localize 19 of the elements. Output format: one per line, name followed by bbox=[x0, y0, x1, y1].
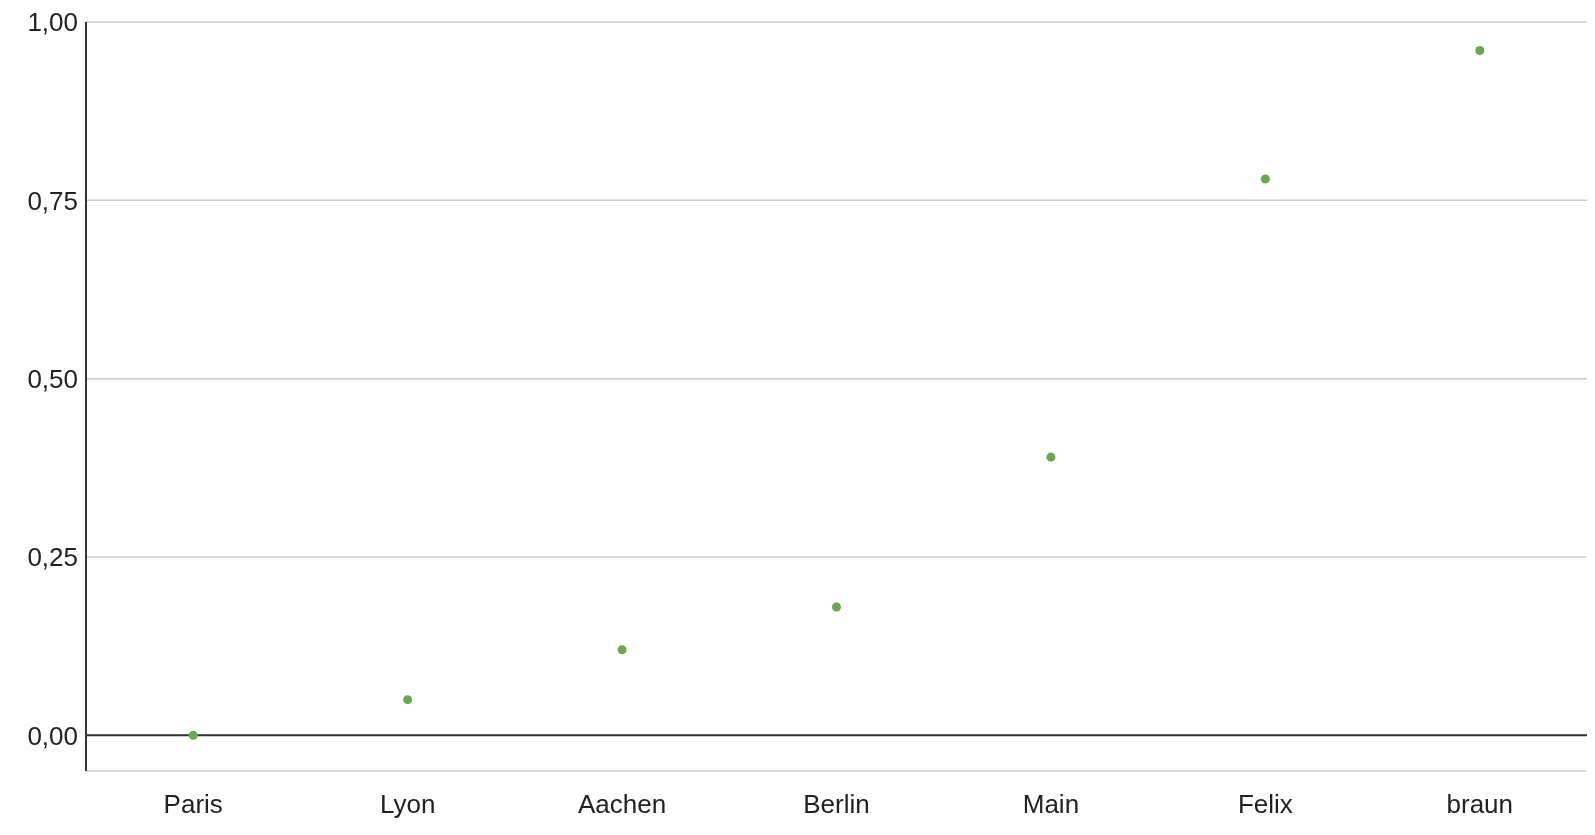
x-tick-label: Main bbox=[1022, 789, 1080, 820]
x-tick-label: Berlin bbox=[803, 789, 870, 820]
y-tick-label: 0,50 bbox=[27, 363, 78, 394]
point bbox=[403, 695, 413, 705]
x-tick-label: Felix bbox=[1237, 789, 1293, 820]
x-tick-label: Aachen bbox=[577, 789, 667, 820]
point bbox=[188, 730, 198, 740]
x-tick-label: Lyon bbox=[379, 789, 436, 820]
point bbox=[1260, 174, 1270, 184]
point bbox=[1475, 46, 1485, 56]
x-tick-label: braun bbox=[1446, 789, 1514, 820]
point bbox=[831, 602, 842, 612]
point bbox=[617, 645, 627, 655]
point bbox=[1046, 452, 1056, 462]
y-tick-label: 0,75 bbox=[27, 185, 78, 216]
x-tick-label: Paris bbox=[163, 789, 223, 820]
y-tick-label: 1,00 bbox=[27, 7, 78, 38]
y-tick-label: 0,25 bbox=[27, 542, 78, 573]
y-tick-label: 0,00 bbox=[27, 720, 78, 751]
